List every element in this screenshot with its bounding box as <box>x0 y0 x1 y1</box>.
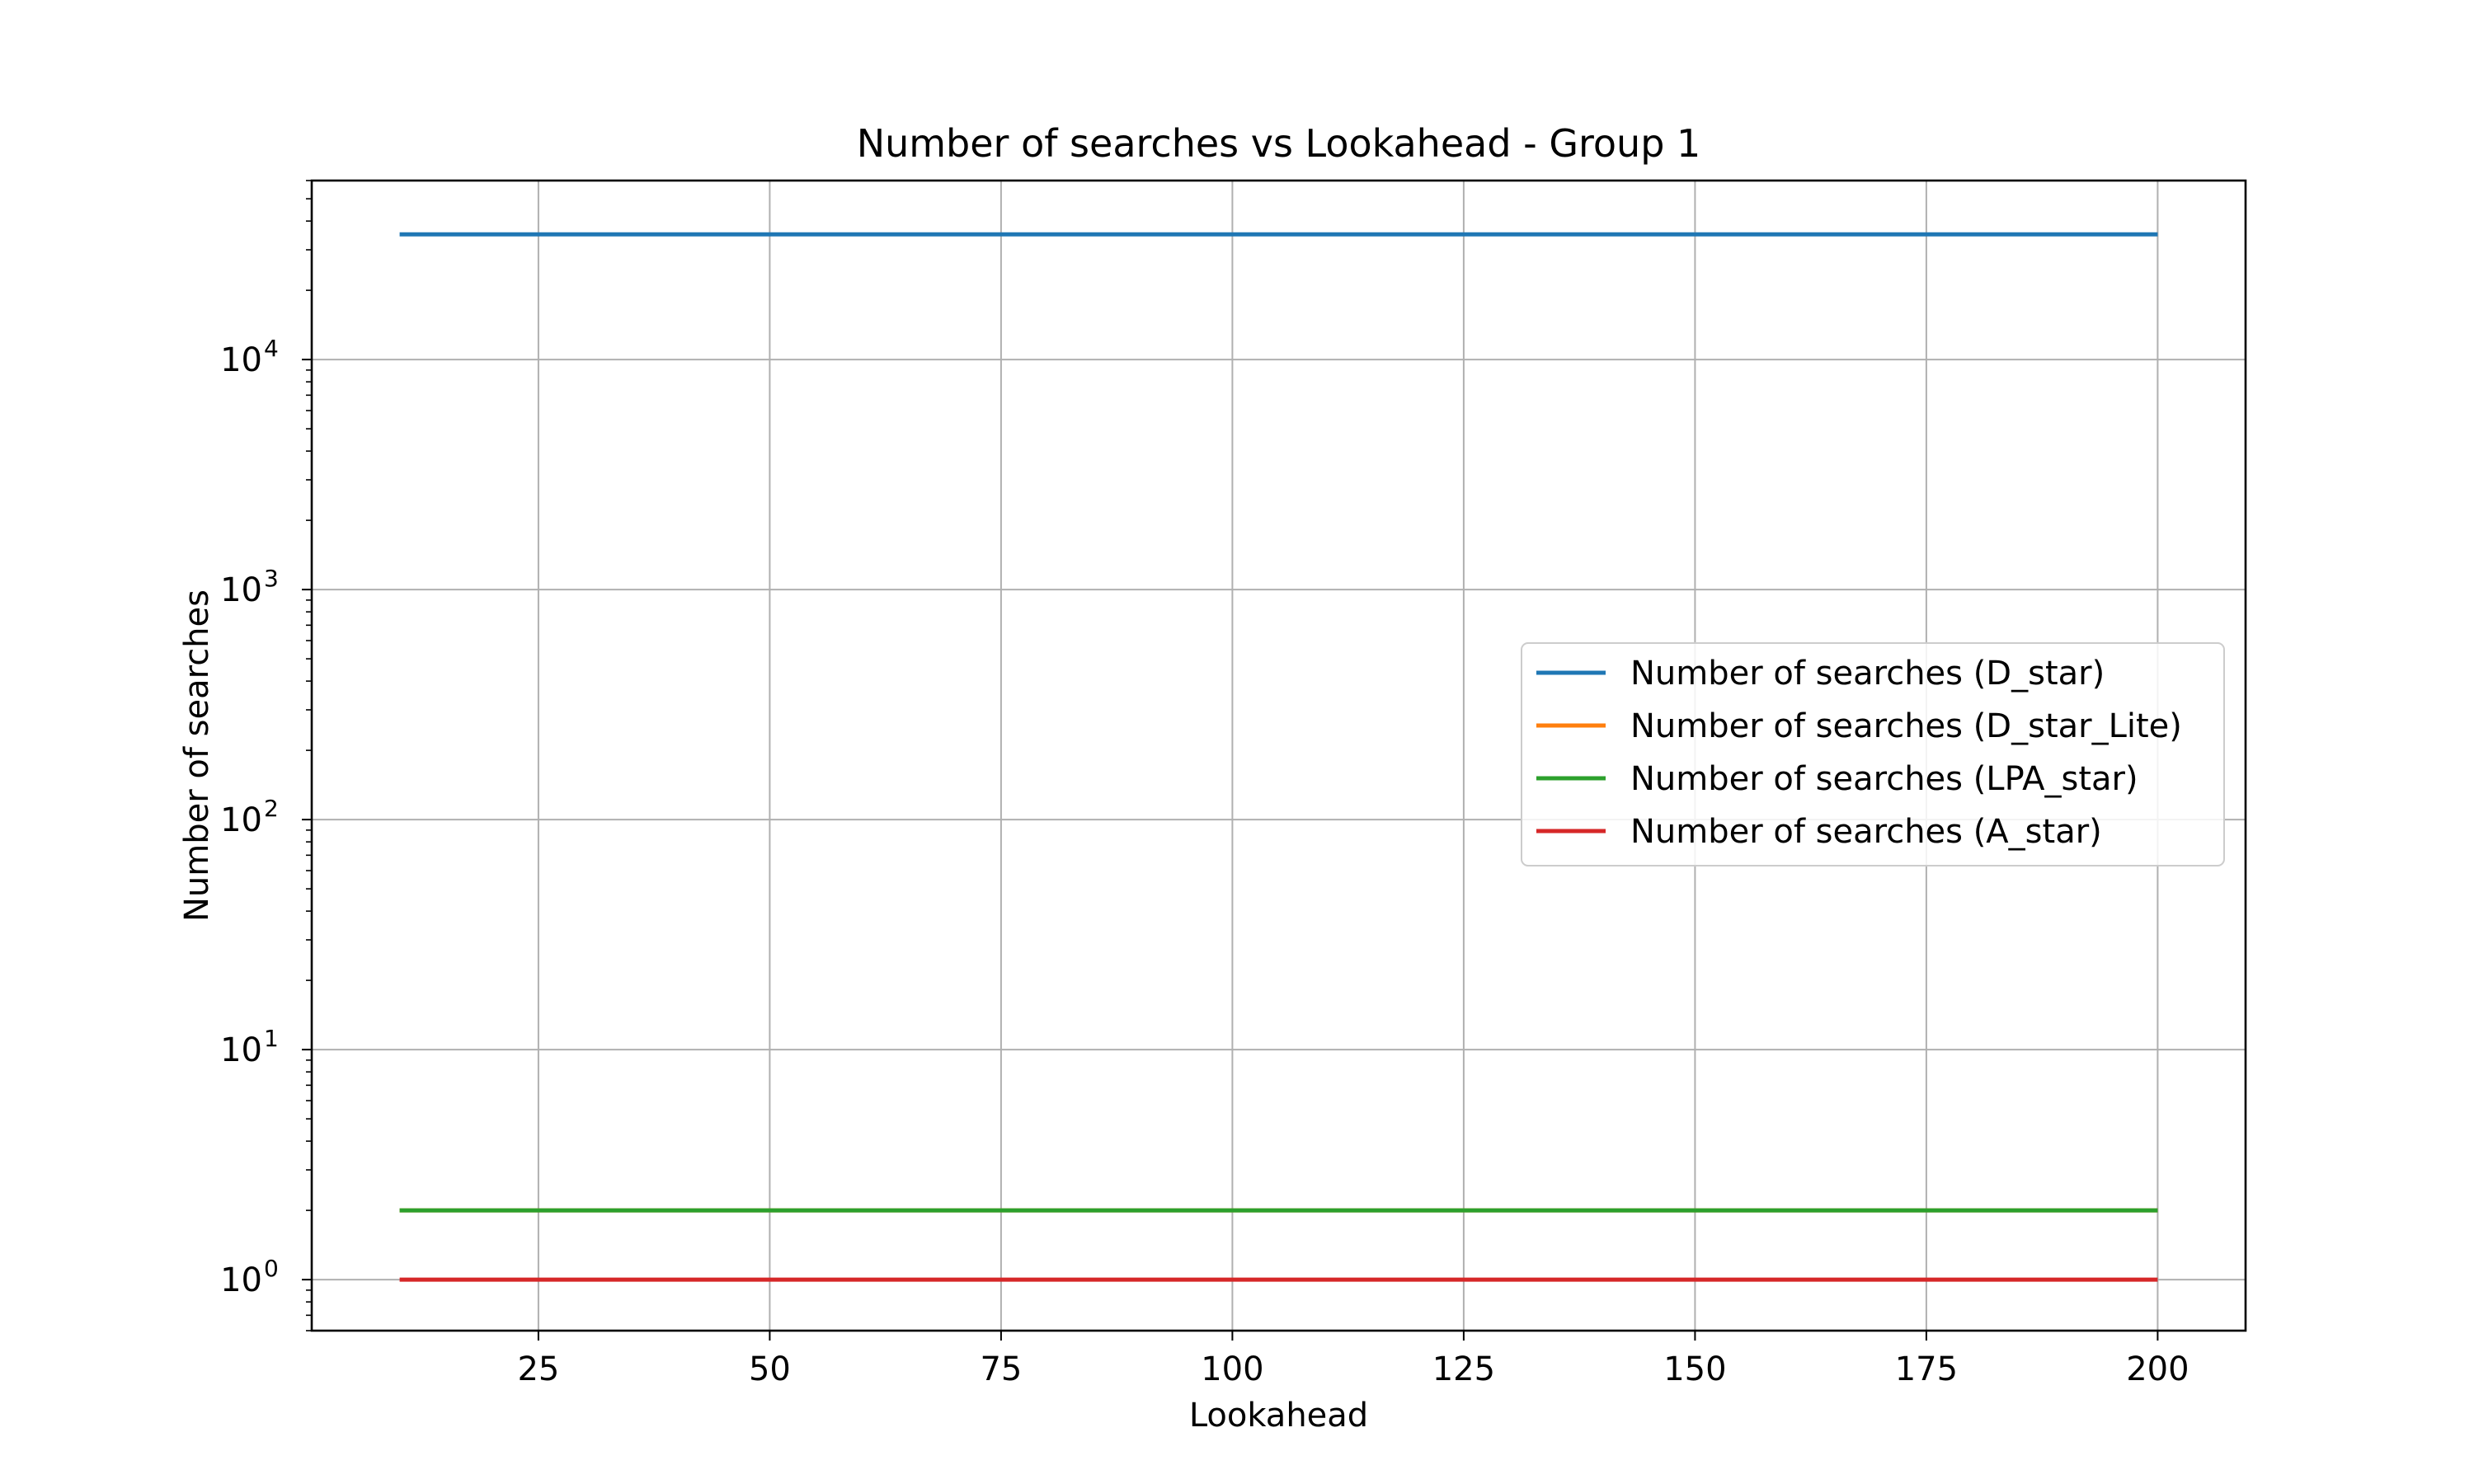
chart-title: Number of searches vs Lookahead - Group … <box>857 121 1701 166</box>
x-tick-label: 150 <box>1663 1350 1726 1388</box>
y-tick-exponent: 4 <box>264 335 279 362</box>
series-lines <box>399 232 2158 1282</box>
y-axis-label: Number of searches <box>178 589 216 922</box>
x-tick-label: 200 <box>2126 1350 2189 1388</box>
legend-box <box>1521 642 2225 866</box>
x-axis-label: Lookahead <box>1189 1397 1368 1435</box>
y-tick-label: 10 <box>220 801 262 839</box>
y-tick-exponent: 1 <box>264 1025 279 1052</box>
y-tick-label: 10 <box>220 1031 262 1069</box>
y-tick-label: 10 <box>220 1261 262 1299</box>
x-tick-label: 125 <box>1432 1350 1495 1388</box>
y-tick-label: 10 <box>220 341 262 379</box>
legend-label: Number of searches (LPA_star) <box>1630 760 2138 798</box>
x-tick-label: 25 <box>517 1350 559 1388</box>
y-tick-label: 10 <box>220 571 262 609</box>
plot-area-frame <box>310 179 2247 1332</box>
x-tick-label: 50 <box>749 1350 791 1388</box>
x-tick-label: 75 <box>980 1350 1022 1388</box>
legend-label: Number of searches (A_star) <box>1630 813 2102 851</box>
y-tick-exponent: 0 <box>264 1255 279 1282</box>
legend: Number of searches (D_star) Number of sea… <box>1521 642 2225 866</box>
legend-label: Number of searches (D_star_Lite) <box>1630 707 2182 745</box>
y-tick-exponent: 2 <box>264 795 279 822</box>
y-tick-exponent: 3 <box>264 565 279 592</box>
x-tick-label: 100 <box>1201 1350 1263 1388</box>
legend-label: Number of searches (D_star) <box>1630 655 2105 693</box>
x-tick-label: 175 <box>1895 1350 1958 1388</box>
